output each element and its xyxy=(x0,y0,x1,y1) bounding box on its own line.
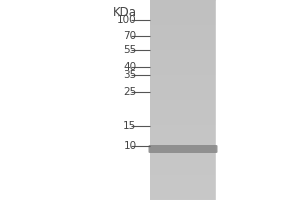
Text: 35: 35 xyxy=(123,70,136,80)
Bar xyxy=(216,0,300,200)
Text: 15: 15 xyxy=(123,121,136,131)
Text: 55: 55 xyxy=(123,45,136,55)
FancyBboxPatch shape xyxy=(148,145,218,153)
Text: 40: 40 xyxy=(123,62,136,72)
Text: 10: 10 xyxy=(123,141,136,151)
Text: 25: 25 xyxy=(123,87,136,97)
Text: 70: 70 xyxy=(123,31,136,41)
Text: KDa: KDa xyxy=(112,6,136,19)
Text: 100: 100 xyxy=(117,15,136,25)
